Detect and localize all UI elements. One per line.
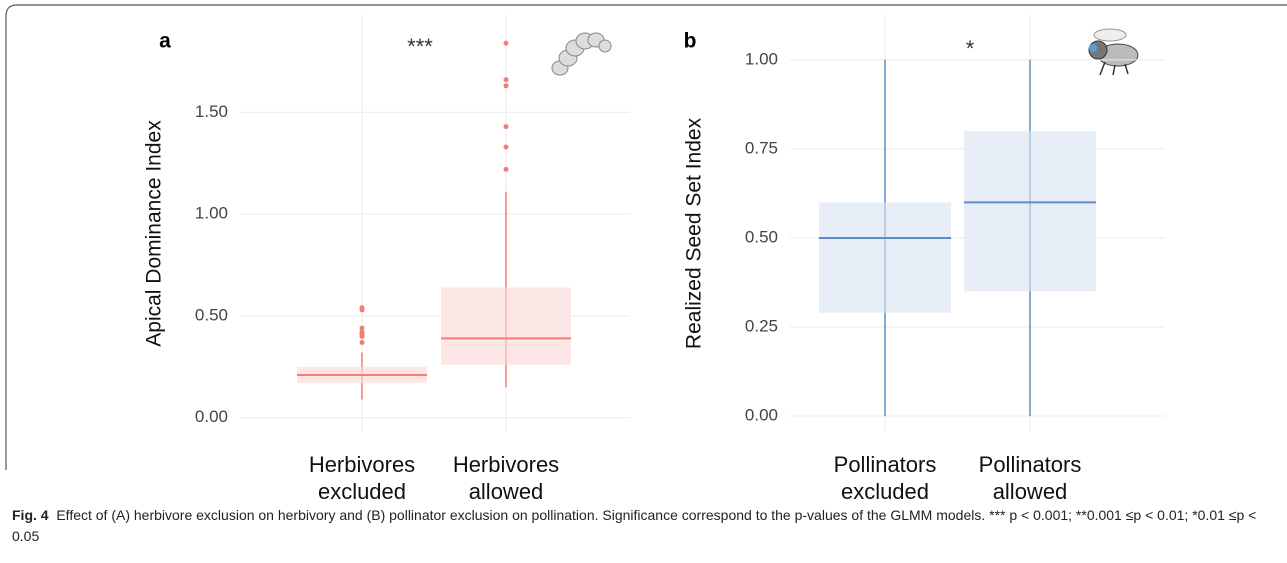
caption-text: Effect of (A) herbivore exclusion on her…: [12, 507, 1256, 544]
y-axis-title: Apical Dominance Index: [143, 120, 166, 347]
significance-annotation: *: [966, 36, 975, 61]
panel-label: a: [159, 30, 171, 53]
y-tick-label: 0.25: [745, 316, 778, 335]
x-tick-label: Herbivores allowed: [431, 451, 581, 505]
outlier: [504, 144, 509, 149]
y-tick-label: 0.50: [745, 227, 778, 246]
panel-label: b: [684, 30, 697, 53]
y-tick-label: 0.50: [195, 305, 228, 324]
outlier: [504, 167, 509, 172]
x-tick-label: Pollinators excluded: [810, 451, 960, 505]
y-tick-label: 0.00: [745, 405, 778, 424]
y-tick-label: 0.00: [195, 407, 228, 426]
x-tick-label: Herbivores excluded: [287, 451, 437, 505]
bee-icon: [1089, 29, 1138, 75]
outlier: [360, 340, 365, 345]
outlier: [504, 41, 509, 46]
caption: Fig. 4 Effect of (A) herbivore exclusion…: [12, 505, 1272, 547]
x-tick-label: Pollinators allowed: [955, 451, 1105, 505]
y-axis-title: Realized Seed Set Index: [683, 117, 706, 349]
caption-label: Fig. 4: [12, 507, 49, 523]
outlier: [360, 305, 365, 310]
y-tick-label: 1.50: [195, 102, 228, 121]
y-tick-label: 1.00: [195, 204, 228, 223]
figure-page: 0.00 0.50 1.00 1.50 Apical Dominance Index a *…: [0, 0, 1287, 563]
outlier: [504, 83, 509, 88]
y-tick-label: 0.75: [745, 138, 778, 157]
larva-icon: [552, 33, 611, 75]
outlier: [360, 326, 365, 331]
outlier: [504, 77, 509, 82]
outlier: [504, 124, 509, 129]
significance-annotation: ***: [407, 34, 433, 59]
y-tick-label: 1.00: [745, 49, 778, 68]
